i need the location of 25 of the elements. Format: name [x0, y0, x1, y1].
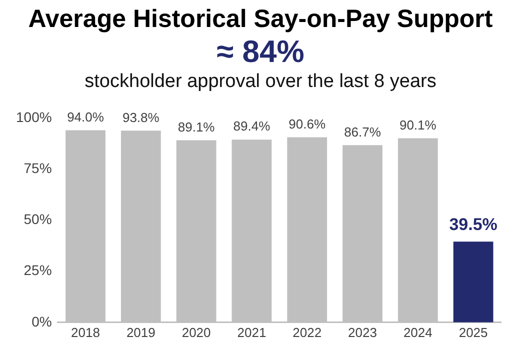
y-tick-label: 50% [24, 211, 52, 228]
data-label: 90.1% [399, 117, 437, 132]
x-tick-label: 2025 [458, 324, 488, 340]
x-tick-label: 2021 [237, 324, 266, 340]
x-tick-label: 2023 [348, 324, 377, 340]
y-tick-label: 75% [24, 160, 52, 176]
data-label: 39.5% [449, 214, 498, 234]
y-tick-label: 100% [16, 108, 52, 125]
text: stockholder approval over the last 8 years [84, 70, 438, 94]
x-tick-label: 2020 [182, 324, 211, 340]
chart-subtitle: ≈ 84% [216, 34, 306, 70]
y-tick-label: 0% [32, 313, 52, 330]
data-label: 93.8% [122, 110, 160, 125]
y-tick-label: 25% [24, 262, 52, 278]
data-label: 89.4% [233, 118, 271, 134]
x-tick-label: 2024 [403, 324, 432, 340]
x-tick-label: 2019 [126, 324, 156, 340]
x-tick-label: 2022 [292, 324, 322, 340]
bar [453, 242, 494, 322]
chart-title: Average Historical Say-on-Pay Support [27, 4, 494, 34]
x-tick-label: 2018 [71, 324, 100, 340]
data-label: 86.7% [344, 124, 382, 140]
data-label: 89.1% [178, 119, 216, 134]
data-label: 94.0% [67, 109, 104, 124]
data-label: 90.6% [288, 116, 326, 132]
